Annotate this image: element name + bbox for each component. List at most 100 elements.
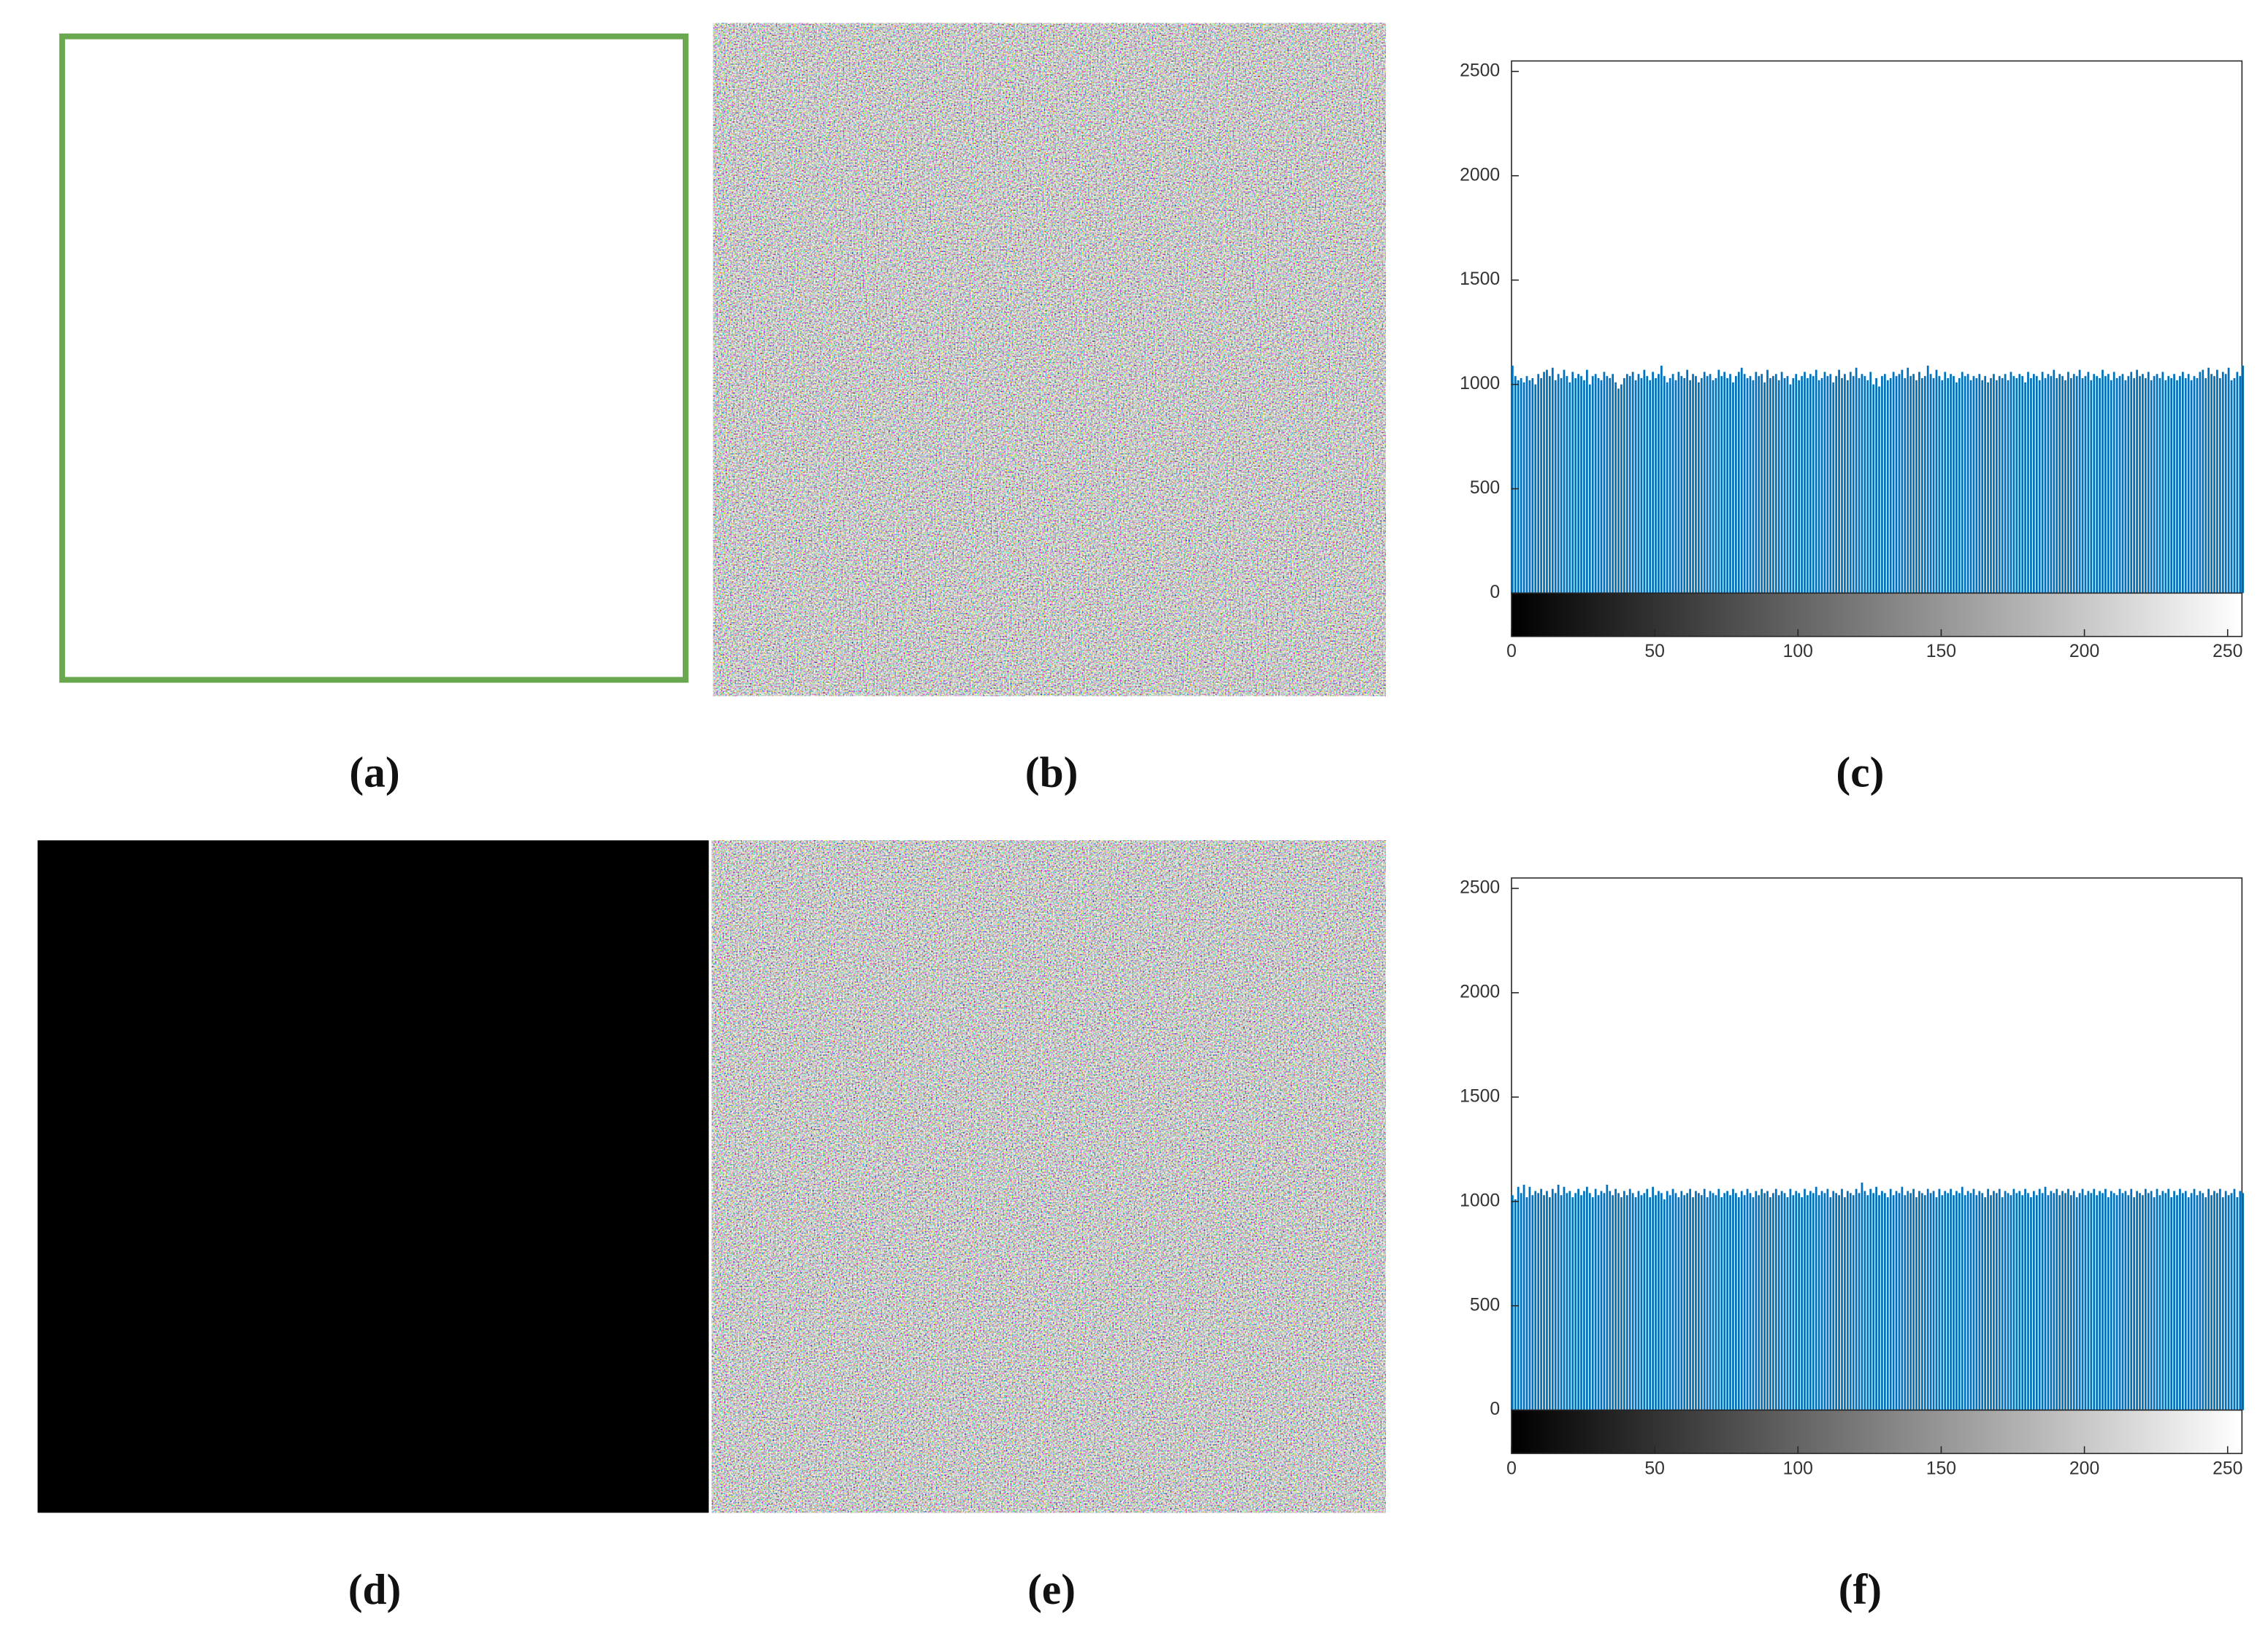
bar — [2210, 1195, 2213, 1410]
bar — [2147, 372, 2150, 593]
bar — [2072, 1191, 2075, 1410]
bar — [2053, 369, 2056, 593]
x-tick-label: 150 — [1926, 642, 1956, 661]
bar — [1625, 1195, 1628, 1410]
bar — [2230, 380, 2233, 593]
bar — [1990, 1195, 1992, 1410]
y-tick-label: 1000 — [1460, 374, 1500, 393]
y-tick-label: 2500 — [1460, 61, 1500, 80]
bar — [1723, 372, 1726, 593]
bar — [2061, 1191, 2064, 1410]
bar — [1964, 376, 1966, 593]
bar — [1680, 1191, 1683, 1410]
caption: (b) — [1025, 748, 1079, 796]
bar — [1832, 1191, 1835, 1410]
bar — [1852, 376, 1855, 593]
bar — [1726, 378, 1728, 593]
bar — [1734, 376, 1737, 593]
bar — [1820, 378, 1823, 593]
bar — [1700, 1195, 1703, 1410]
bar — [1697, 382, 1700, 593]
bar — [1631, 372, 1634, 593]
bar — [1812, 376, 1815, 593]
bar — [1517, 1186, 1520, 1410]
bar — [2102, 369, 2104, 593]
bar — [1872, 1193, 1875, 1410]
bar — [1580, 1195, 1582, 1410]
bar — [2081, 1188, 2084, 1410]
bar — [1858, 378, 1861, 593]
bar — [1823, 1193, 1826, 1410]
bar — [1829, 374, 1832, 593]
bar — [2010, 1195, 2012, 1410]
bar — [2179, 376, 2181, 593]
bar — [2093, 1188, 2096, 1410]
bar — [2202, 369, 2204, 593]
bar — [2096, 1195, 2099, 1410]
bar — [1643, 1193, 1646, 1410]
bar — [1537, 374, 1540, 593]
bar — [1807, 1195, 1809, 1410]
bar — [1749, 1193, 1752, 1410]
bar — [1737, 372, 1740, 593]
bar — [1715, 378, 1717, 593]
bar — [2199, 372, 2202, 593]
bar — [1777, 1195, 1780, 1410]
bar — [1660, 1193, 1663, 1410]
bar — [2242, 365, 2245, 593]
x-tick-label: 250 — [2213, 642, 2242, 661]
bar — [1577, 374, 1579, 593]
bar — [1912, 1188, 1915, 1410]
bar — [2112, 372, 2115, 593]
bar — [1950, 1188, 1952, 1410]
bar — [1932, 378, 1935, 593]
bar — [2007, 1193, 2010, 1410]
bar — [2075, 376, 2078, 593]
bar — [2133, 1197, 2136, 1410]
bar — [1517, 380, 1520, 593]
bar — [1886, 380, 1889, 593]
bar — [1692, 374, 1694, 593]
bar — [1849, 1193, 1852, 1410]
bar — [2239, 376, 2242, 593]
bar — [1815, 369, 1817, 593]
bar — [1652, 372, 1654, 593]
bar — [1749, 376, 1752, 593]
bar — [2136, 369, 2138, 593]
bar — [1769, 378, 1771, 593]
bar — [1646, 376, 1649, 593]
bar — [1583, 380, 1585, 593]
bar — [1826, 376, 1829, 593]
bar — [1838, 369, 1840, 593]
bar — [2150, 1191, 2153, 1410]
bar — [1666, 382, 1669, 593]
bar — [1915, 380, 1918, 593]
bar — [1892, 372, 1895, 593]
bar — [2227, 1195, 2230, 1410]
bar — [1829, 1197, 1832, 1410]
bar — [1669, 1195, 1671, 1410]
bar — [2130, 1188, 2133, 1410]
caption: (e) — [1027, 1565, 1076, 1613]
bar — [2102, 1193, 2104, 1410]
bar — [2056, 1188, 2058, 1410]
bar — [1695, 1191, 1697, 1410]
bar — [2216, 1193, 2218, 1410]
bar — [1557, 1184, 1560, 1410]
bar — [2027, 372, 2029, 593]
bar — [1889, 1188, 1892, 1410]
x-tick-label: 50 — [1644, 642, 1665, 661]
bar — [1554, 1193, 1557, 1410]
bar — [2041, 1193, 2044, 1410]
x-tick-label: 0 — [1506, 642, 1517, 661]
bar — [2050, 1191, 2053, 1410]
bar — [1591, 1197, 1594, 1410]
bar — [2196, 378, 2199, 593]
bar — [2190, 1193, 2193, 1410]
bar — [1514, 1199, 1517, 1410]
bar — [1771, 1193, 1774, 1410]
bar — [1798, 380, 1801, 593]
bar — [2075, 1197, 2078, 1410]
bar — [2153, 376, 2156, 593]
bar — [1566, 1193, 1568, 1410]
